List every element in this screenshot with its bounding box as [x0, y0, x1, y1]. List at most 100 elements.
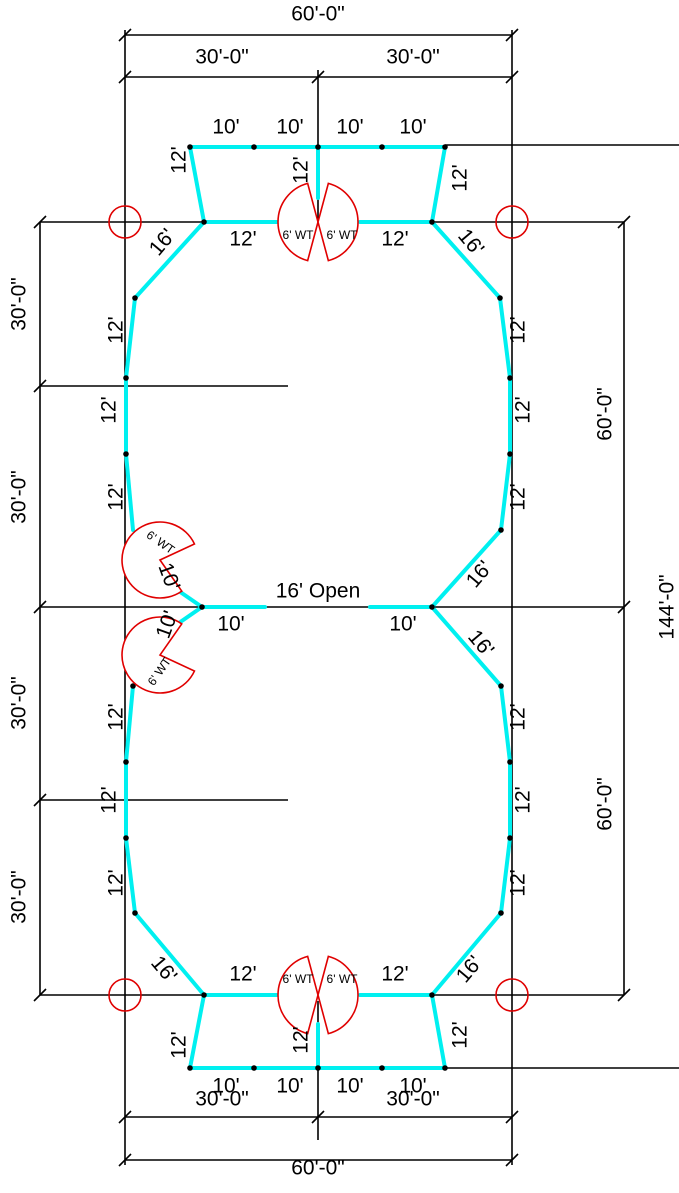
dim-tick: [33, 215, 47, 229]
fence-post: [123, 451, 129, 457]
fence-post: [315, 1065, 321, 1071]
fence-post: [251, 144, 257, 150]
quarter-length-4: 30'-0": [8, 870, 31, 924]
gate-swing-bottom-right: [317, 955, 359, 1035]
fence-post: [507, 375, 513, 381]
panel-length-label-29: 12': [507, 869, 530, 896]
half-width-top-right: 30'-0": [386, 46, 440, 69]
fence-post: [498, 683, 504, 689]
gate-label-top-left: 6' WT: [283, 228, 315, 242]
dim-tick: [33, 793, 47, 807]
fence-post: [497, 295, 503, 301]
panel-length-label-39: 10': [336, 1075, 363, 1098]
dim-tick: [118, 70, 132, 84]
dim-tick: [33, 600, 47, 614]
panel-length-label-15: 12': [512, 396, 535, 423]
fence-right-upper: [368, 220, 512, 609]
fence-left-upper: [124, 220, 206, 532]
panel-length-label-30: 16': [146, 952, 181, 988]
fence-post: [187, 144, 193, 150]
panel-length-label-31: 16': [452, 952, 487, 988]
half-width-bottom-left: 30'-0": [195, 1088, 249, 1111]
panel-length-label-9: 12': [381, 228, 408, 251]
fence-post: [201, 219, 207, 225]
panel-length-label-24: 12': [105, 703, 128, 730]
fence-right-lower: [430, 605, 512, 997]
opening-label: 16' Open: [276, 580, 361, 603]
corner-marker-circle: [108, 205, 142, 239]
fence-left-lower: [124, 684, 206, 997]
panel-length-label-6: 12': [290, 156, 313, 183]
quarter-length-3: 30'-0": [8, 676, 31, 730]
panel-length-label-17: 12': [507, 483, 530, 510]
fence-post: [251, 1065, 257, 1071]
panel-length-label-1: 10': [212, 116, 239, 139]
quarter-length-1: 30'-0": [8, 277, 31, 331]
fence-post: [429, 992, 435, 998]
panel-length-label-35: 12': [290, 1026, 313, 1053]
panel-length-label-33: 12': [381, 963, 408, 986]
fence-post: [187, 1065, 193, 1071]
dim-tick: [118, 1153, 132, 1167]
panel-length-label-13: 12': [507, 316, 530, 343]
panel-length-label-2: 10': [276, 116, 303, 139]
fence-post: [123, 375, 129, 381]
fence-post: [123, 835, 129, 841]
gate-label-bottom-right: 6' WT: [327, 972, 359, 986]
overall-length: 144'-0": [656, 574, 679, 639]
half-width-bottom-right: 30'-0": [386, 1088, 440, 1111]
dim-tick: [617, 215, 631, 229]
corner-marker-circle: [495, 978, 529, 1012]
panel-length-label-12: 12': [105, 316, 128, 343]
gate-label-top-right: 6' WT: [327, 228, 359, 242]
fence-post: [199, 604, 205, 610]
panel-length-label-19: 16': [463, 626, 498, 662]
dim-tick: [118, 1110, 132, 1124]
panel-length-label-14: 12': [98, 396, 121, 423]
corner-marker-circle: [495, 205, 529, 239]
panel-length-label-36: 12': [449, 1021, 472, 1048]
panel-length-label-22: 10': [217, 613, 244, 636]
gate-swing-bottom-left: [277, 955, 319, 1035]
panel-length-label-26: 12': [98, 786, 121, 813]
panel-length-label-28: 12': [105, 869, 128, 896]
panel-length-label-8: 12': [229, 228, 256, 251]
gate-swing-left-upper: [121, 521, 196, 599]
dim-tick: [617, 600, 631, 614]
panel-length-label-25: 12': [507, 703, 530, 730]
dim-tick: [505, 1153, 519, 1167]
fence-post: [442, 1065, 448, 1071]
panel-length-label-16: 12': [105, 483, 128, 510]
gate-swing-top-left: [277, 182, 319, 262]
fence-post: [507, 451, 513, 457]
fence-post: [132, 910, 138, 916]
gate-label-bottom-left: 6' WT: [283, 972, 315, 986]
dim-tick: [33, 988, 47, 1002]
panel-length-label-11: 16': [453, 225, 488, 261]
panel-length-label-34: 12': [168, 1031, 191, 1058]
fence-post: [442, 144, 448, 150]
gate-swing-top-right: [317, 182, 359, 262]
section-length-lower: 60'-0": [594, 777, 617, 831]
overall-width-bottom: 60'-0": [291, 1157, 345, 1180]
gate-swing-left-lower: [121, 616, 196, 694]
dim-tick: [33, 379, 47, 393]
panel-length-label-37: 10': [212, 1075, 239, 1098]
half-width-top-left: 30'-0": [195, 46, 249, 69]
fence-post: [379, 1065, 385, 1071]
panel-length-label-7: 12': [449, 164, 472, 191]
fence-post: [123, 759, 129, 765]
fence-post: [315, 144, 321, 150]
dim-tick: [505, 28, 519, 42]
quarter-length-2: 30'-0": [8, 470, 31, 524]
panel-length-label-5: 12': [168, 146, 191, 173]
fence-post: [429, 219, 435, 225]
dim-tick: [118, 28, 132, 42]
section-length-upper: 60'-0": [594, 387, 617, 441]
corner-marker-circle: [108, 978, 142, 1012]
dim-tick: [505, 1110, 519, 1124]
panel-length-label-38: 10': [276, 1075, 303, 1098]
panel-length-label-4: 10': [399, 116, 426, 139]
fence-post: [507, 835, 513, 841]
